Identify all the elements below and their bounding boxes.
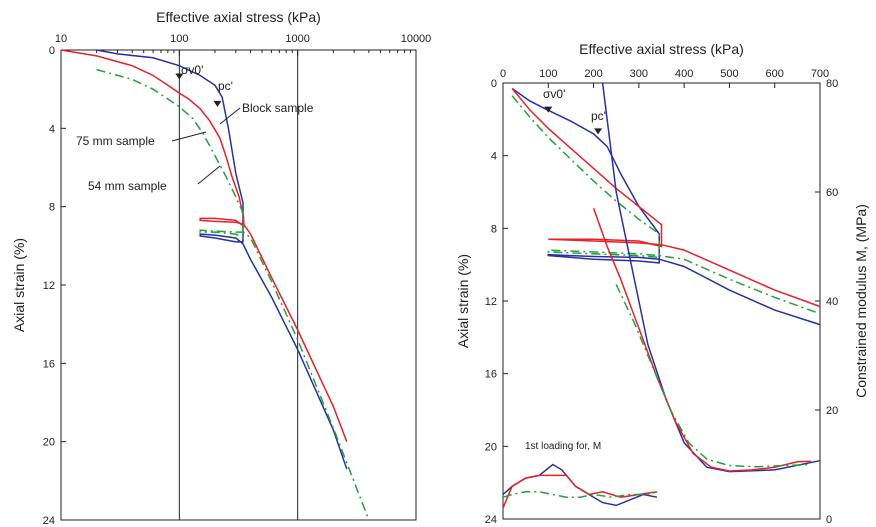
right-x-tick-label: 500 bbox=[720, 68, 738, 80]
left-y-axis-title: Axial strain (%) bbox=[11, 238, 27, 332]
right-y-tick-label: 20 bbox=[485, 441, 497, 453]
75mm-sample-label: 75 mm sample bbox=[76, 134, 155, 148]
left-x-tick-label: 1000 bbox=[285, 33, 309, 45]
left-y-tick-label: 12 bbox=[43, 280, 55, 292]
right-pc-marker bbox=[594, 128, 603, 135]
right-y2-tick-label: 0 bbox=[826, 514, 832, 526]
left-x-axis-title: Effective axial stress (kPa) bbox=[156, 9, 321, 25]
left-chart-panel: 10 100 1000 10000 0 4 8 12 16 20 24 Effective axial… bbox=[11, 9, 431, 527]
right-y2-tick-label: 60 bbox=[826, 187, 838, 199]
right-chart-panel: 0 100 200 300 400 500 600 700 0 4 8 12 16 20 24 0 20 40 60… bbox=[455, 41, 869, 526]
right-y-tick-label: 12 bbox=[485, 296, 497, 308]
right-y2-axis-title: Constrained modulus M, (MPa) bbox=[853, 204, 869, 398]
right-strain-series-line bbox=[511, 87, 821, 326]
right-modulus-series-line bbox=[615, 284, 811, 468]
left-x-tick-label: 10 bbox=[55, 33, 67, 45]
right-y2-tick-label: 80 bbox=[826, 78, 838, 90]
right-x-tick-label: 600 bbox=[766, 68, 784, 80]
right-y2-tick-label: 40 bbox=[826, 296, 838, 308]
right-y2-tick-label: 20 bbox=[826, 405, 838, 417]
right-y-tick-label: 0 bbox=[491, 78, 497, 90]
right-modulus-series-line bbox=[502, 491, 658, 498]
left-series-line bbox=[96, 49, 348, 470]
block-sample-leader bbox=[219, 107, 241, 125]
right-y-tick-label: 24 bbox=[485, 514, 497, 526]
right-strain-series-line bbox=[511, 95, 821, 315]
right-x-tick-label: 200 bbox=[584, 68, 602, 80]
left-annotations: σv0' pc' Block sample 75 mm sample 54 mm… bbox=[76, 63, 314, 193]
left-sigma-v0-marker bbox=[175, 73, 184, 80]
right-x-tick-label: 400 bbox=[675, 68, 693, 80]
sigma-v0-label: σv0' bbox=[181, 63, 203, 77]
right-annotations: σv0' pc' 1st loading for, M bbox=[525, 87, 606, 452]
block-sample-label: Block sample bbox=[242, 101, 314, 115]
right-y-axis-title: Axial strain (%) bbox=[455, 254, 471, 348]
right-x-axis-title: Effective axial stress (kPa) bbox=[579, 41, 744, 57]
right-modulus-series-line bbox=[502, 474, 658, 509]
left-y-tick-label: 0 bbox=[49, 45, 55, 57]
right-x-tick-label: 300 bbox=[630, 68, 648, 80]
left-y-tick-label: 8 bbox=[49, 202, 55, 214]
75mm-sample-leader bbox=[171, 131, 207, 142]
left-x-tick-label: 10000 bbox=[401, 33, 432, 45]
right-strain-series-line bbox=[511, 88, 821, 308]
left-x-tick-label: 100 bbox=[170, 33, 188, 45]
right-modulus-series-line bbox=[592, 208, 811, 472]
right-x-tick-label: 0 bbox=[500, 68, 506, 80]
left-series-line bbox=[96, 68, 370, 521]
right-sigma-v0-label: σv0' bbox=[543, 87, 565, 101]
right-x-tick-label: 700 bbox=[811, 68, 829, 80]
left-y-tick-label: 4 bbox=[49, 123, 55, 135]
left-pc-marker bbox=[213, 100, 222, 107]
left-y-tick-label: 20 bbox=[43, 437, 55, 449]
right-modulus-series-line bbox=[502, 463, 658, 507]
left-plot-frame bbox=[60, 49, 417, 521]
first-loading-label: 1st loading for, M bbox=[525, 441, 601, 452]
right-y-tick-label: 8 bbox=[491, 223, 497, 235]
left-y-tick-label: 16 bbox=[43, 358, 55, 370]
54mm-sample-label: 54 mm sample bbox=[88, 179, 167, 193]
right-y-tick-label: 4 bbox=[491, 151, 497, 163]
pc-label: pc' bbox=[218, 79, 233, 93]
right-x-tick-label: 100 bbox=[539, 68, 557, 80]
left-y-tick-label: 24 bbox=[43, 515, 55, 527]
right-plot-frame bbox=[502, 82, 821, 520]
right-y-tick-label: 16 bbox=[485, 369, 497, 381]
54mm-sample-leader bbox=[197, 165, 221, 185]
right-pc-label: pc' bbox=[591, 109, 606, 123]
right-modulus-series-line bbox=[601, 82, 821, 473]
right-sigma-v0-marker bbox=[544, 106, 553, 113]
